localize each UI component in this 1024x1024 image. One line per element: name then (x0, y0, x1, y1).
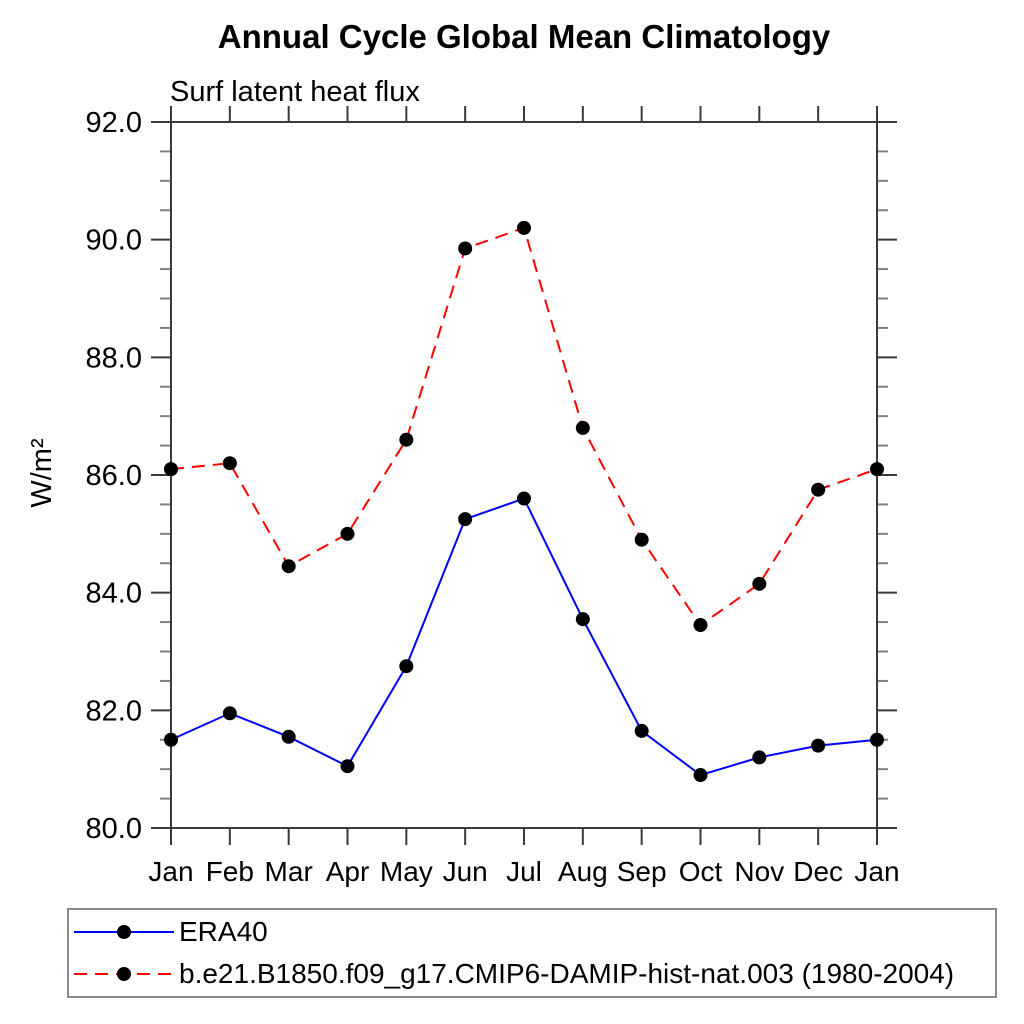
data-point (575, 612, 590, 627)
x-tick-label: Nov (734, 856, 784, 887)
x-tick-label: May (380, 856, 433, 887)
y-tick-label: 84.0 (86, 578, 142, 610)
y-tick-label: 88.0 (86, 342, 142, 374)
data-point (811, 738, 826, 753)
y-tick-label: 80.0 (86, 813, 142, 845)
data-point (399, 432, 414, 447)
data-point (693, 618, 708, 633)
x-tick-label: Sep (617, 856, 667, 887)
legend-label: ERA40 (179, 916, 268, 947)
legend-label: b.e21.B1850.f09_g17.CMIP6-DAMIP-hist-nat… (179, 958, 955, 989)
data-point (634, 723, 649, 738)
x-tick-label: Oct (679, 856, 723, 887)
x-tick-label: Mar (265, 856, 313, 887)
data-point (458, 512, 473, 527)
x-tick-label: Jul (506, 856, 542, 887)
y-tick-label: 92.0 (86, 107, 142, 139)
chart-title: Annual Cycle Global Mean Climatology (217, 18, 831, 55)
data-point (222, 456, 237, 471)
data-point (458, 241, 473, 256)
y-tick-label: 86.0 (86, 460, 142, 492)
x-tick-label: Jun (443, 856, 488, 887)
data-point (811, 482, 826, 497)
data-point (340, 526, 355, 541)
legend-line-sample-solid (74, 925, 174, 939)
legend-item-model: b.e21.B1850.f09_g17.CMIP6-DAMIP-hist-nat… (69, 954, 995, 994)
x-tick-label: Dec (793, 856, 843, 887)
data-point (164, 462, 178, 477)
chart-subtitle: Surf latent heat flux (170, 76, 420, 108)
legend-item-era40: ERA40 (69, 912, 995, 952)
data-point (693, 768, 708, 783)
data-point (575, 420, 590, 435)
data-point (752, 750, 767, 765)
data-point (870, 732, 884, 747)
x-tick-label: Aug (558, 856, 608, 887)
data-point (164, 732, 178, 747)
data-point (517, 491, 531, 506)
series-line-0 (170, 497, 878, 777)
data-point (634, 532, 649, 547)
data-point (281, 559, 296, 574)
y-tick-label: 90.0 (86, 225, 142, 257)
x-tick-label: Jan (148, 856, 193, 887)
series-line-1 (170, 226, 878, 627)
x-tick-label: Feb (206, 856, 254, 887)
data-point (399, 659, 414, 674)
legend-line-sample-dashed (74, 967, 174, 981)
y-axis-label: W/m² (26, 438, 58, 508)
data-point (752, 576, 767, 591)
y-tick-label: 82.0 (86, 695, 142, 727)
data-point (517, 220, 531, 235)
legend: ERA40 b.e21.B1850.f09_g17.CMIP6-DAMIP-hi… (67, 908, 997, 998)
data-point (222, 706, 237, 721)
data-point (870, 462, 884, 477)
data-point (340, 759, 355, 774)
x-tick-label: Jan (854, 856, 899, 887)
data-point (281, 729, 296, 744)
x-tick-label: Apr (326, 856, 370, 887)
